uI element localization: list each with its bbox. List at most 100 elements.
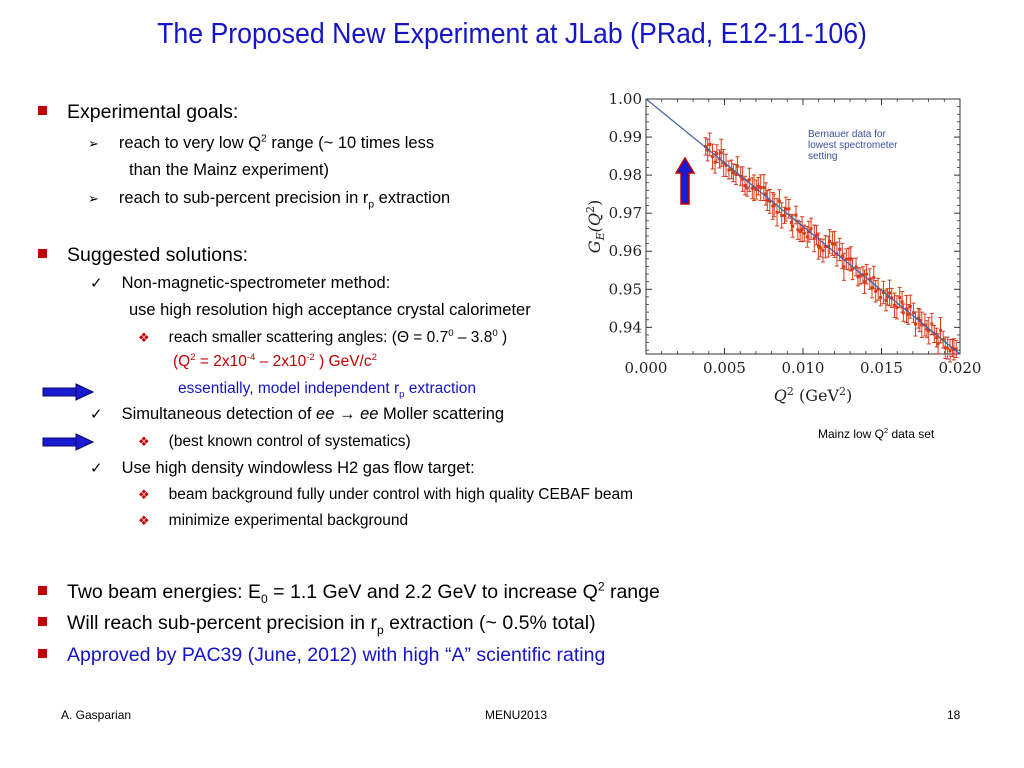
q2-sup-4: 2 [371, 351, 377, 363]
chart-annotation-line: setting [808, 151, 837, 162]
y-tick-label: 0.96 [609, 242, 642, 260]
solution-3-sub-2-text: minimize experimental background [168, 512, 409, 529]
data-point [916, 316, 920, 320]
data-point [872, 275, 876, 279]
goals-bullet: Experimental goals: [38, 101, 238, 124]
q2-sup-1: 2 [190, 351, 196, 363]
data-point [895, 305, 899, 309]
data-point [724, 163, 728, 167]
goal-1-text-b: range (~ 10 times less [266, 134, 435, 152]
data-point [898, 296, 902, 300]
data-point [731, 171, 735, 175]
data-point [954, 347, 958, 351]
bottom-bullet-2: Will reach sub-percent precision in rp e… [38, 612, 596, 637]
data-point [856, 275, 860, 279]
data-point [750, 186, 754, 190]
data-point [719, 151, 723, 155]
checkmark-bullet-icon: ✓ [90, 275, 103, 292]
checkmark-bullet-icon: ✓ [90, 460, 103, 477]
data-point [812, 236, 816, 240]
slide-title: The Proposed New Experiment at JLab (PRa… [157, 18, 867, 50]
data-point [775, 210, 779, 214]
q2-sup-3: -2 [306, 351, 315, 363]
caption-text-a: Mainz low Q [818, 427, 885, 441]
diamond-bullet-icon: ❖ [138, 513, 150, 528]
solution-3: ✓ Use high density windowless H2 gas flow… [90, 459, 475, 478]
data-point [741, 177, 745, 181]
caption-sup: 2 [884, 426, 889, 435]
q2-sup-2: -4 [246, 351, 256, 363]
data-point [885, 295, 889, 299]
solution-3-sub-1-text: beam background fully under control with… [168, 486, 634, 503]
angles-text-c: ) [497, 329, 508, 346]
arrowhead-bullet-icon: ➢ [88, 191, 99, 206]
data-point [904, 307, 908, 311]
data-point [865, 272, 869, 276]
chart-annotation-line: Bernauer data for [808, 129, 886, 140]
checkmark-bullet-icon: ✓ [90, 406, 103, 423]
data-point [765, 198, 769, 202]
figure-caption: Mainz low Q2 data set [818, 427, 934, 441]
solutions-heading: Suggested solutions: [67, 244, 249, 266]
diamond-bullet-icon: ❖ [138, 487, 150, 502]
solution-2-text-b: Moller scattering [378, 405, 505, 423]
data-point [892, 303, 896, 307]
data-point [708, 142, 712, 146]
solution-3-sub-1: ❖ beam background fully under control wit… [138, 486, 633, 504]
q2-text-c: – 2x10 [255, 353, 307, 370]
data-point [936, 342, 940, 346]
bottom-bullet-3: Approved by PAC39 (June, 2012) with high… [38, 644, 605, 667]
data-point [945, 346, 949, 350]
data-point [863, 280, 867, 284]
x-tick-label: 0.015 [860, 359, 903, 377]
blue-up-arrow-icon [674, 156, 696, 210]
caption-text-b: data set [888, 427, 935, 441]
data-point [879, 295, 883, 299]
red-square-bullet-icon [38, 249, 47, 258]
goal-1-text: reach to very low Q [118, 134, 262, 152]
data-point [821, 249, 825, 253]
diamond-bullet-icon: ❖ [138, 330, 150, 345]
data-point [816, 244, 820, 248]
data-point [706, 148, 710, 152]
data-point [840, 254, 844, 258]
data-point [791, 224, 795, 228]
goal-1-sup: 2 [261, 133, 267, 145]
data-point [777, 199, 781, 203]
data-point [927, 329, 931, 333]
data-point [762, 186, 766, 190]
data-point [830, 242, 834, 246]
x-tick-label: 0.010 [782, 359, 825, 377]
data-point [805, 235, 809, 239]
data-point [925, 327, 929, 331]
data-point [870, 286, 874, 290]
bottom-2-sub: p [376, 622, 384, 637]
data-point [727, 168, 731, 172]
data-point [884, 298, 888, 302]
model-independent-line: essentially, model independent rp extrac… [178, 380, 477, 399]
model-text-b: extraction [404, 380, 477, 397]
bottom-3-text: Approved by PAC39 (June, 2012) with high… [67, 644, 606, 666]
data-point [818, 246, 822, 250]
mainz-ge-chart: 0.000 0.005 0.010 0.015 0.020 1.00 0.99 0.98 0.9… [584, 90, 981, 405]
data-point [851, 267, 855, 271]
data-point [847, 257, 851, 261]
bottom-2-text-a: Will reach sub-percent precision in r [67, 612, 377, 634]
solution-1: ✓ Non-magnetic-spectrometer method: [90, 274, 390, 293]
bottom-1-text-b: = 1.1 GeV and 2.2 GeV to increase Q [267, 581, 598, 603]
data-point [768, 199, 772, 203]
fit-line [645, 98, 961, 355]
data-point [932, 332, 936, 336]
data-point [772, 203, 776, 207]
data-point [743, 184, 747, 188]
data-point [854, 265, 858, 269]
data-point [735, 164, 739, 168]
data-point [787, 207, 791, 211]
data-point [935, 336, 939, 340]
red-square-bullet-icon [38, 106, 47, 115]
data-point [908, 305, 912, 309]
data-point [858, 274, 862, 278]
goal-item-1-cont: than the Mainz experiment) [129, 161, 329, 179]
solution-2-sub: ❖ (best known control of systematics) [138, 433, 411, 451]
red-square-bullet-icon [38, 586, 47, 595]
